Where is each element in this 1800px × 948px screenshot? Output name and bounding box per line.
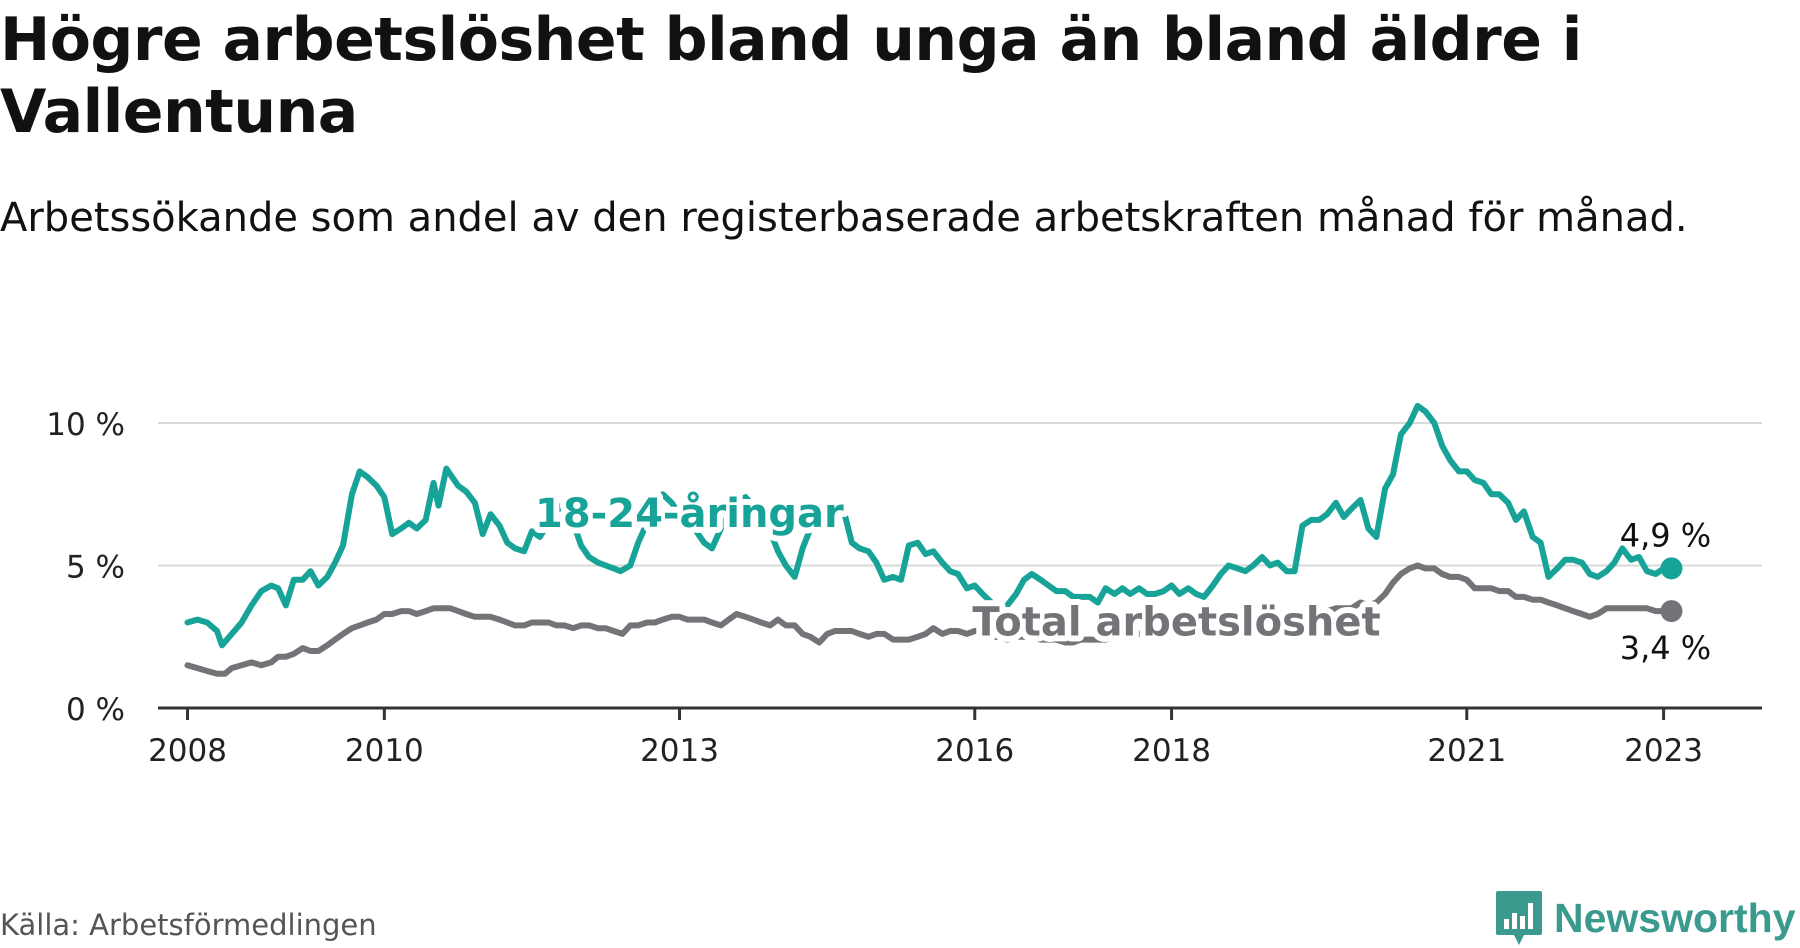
x-tick-label-2010: 2010	[345, 733, 424, 769]
series-line-total	[184, 562, 1675, 677]
series-end-dot-youth	[1660, 557, 1683, 580]
grid-lines	[158, 422, 1762, 567]
series-end-label-youth: 4,9 %	[1620, 516, 1711, 554]
series-end-markers: 4,9 % 3,4 %	[1620, 516, 1711, 667]
series-annotation-total: Total arbetslöshet	[972, 600, 1380, 646]
series-lines	[184, 402, 1675, 677]
newsworthy-logo-icon	[1496, 891, 1542, 945]
chart-title: Högre arbetslöshet bland unga än bland ä…	[0, 5, 1582, 147]
newsworthy-logo-text: Newsworthy	[1554, 894, 1796, 941]
series-annotation-halo-1: Total arbetslöshet	[972, 600, 1380, 646]
newsworthy-logo[interactable]: Newsworthy	[1494, 889, 1796, 947]
series-annotation-halo-0: 18-24-åringar	[535, 490, 844, 537]
x-tick-label-2023: 2023	[1624, 733, 1703, 769]
source-note: Källa: Arbetsförmedlingen	[0, 908, 377, 942]
x-tick-label-2013: 2013	[640, 733, 719, 769]
x-tick-label-2016: 2016	[935, 733, 1014, 769]
y-axis-ticks: 0 % 5 % 10 %	[46, 407, 125, 728]
series-end-dot-total	[1660, 600, 1683, 623]
x-tick-label-2008: 2008	[148, 733, 227, 769]
chart-subtitle: Arbetssökande som andel av den registerb…	[0, 195, 1688, 241]
y-tick-label-0: 0 %	[66, 692, 125, 728]
y-tick-label-5: 5 %	[66, 550, 125, 586]
series-line-youth	[184, 402, 1675, 649]
series-end-label-total: 3,4 %	[1620, 629, 1711, 667]
y-tick-label-10: 10 %	[46, 407, 125, 443]
series-annotation-youth: 18-24-åringar	[535, 490, 844, 537]
x-axis: 2008 2010 2013 2016 2018 2021 2023	[148, 706, 1762, 769]
x-tick-label-2018: 2018	[1132, 733, 1211, 769]
x-tick-label-2021: 2021	[1427, 733, 1506, 769]
